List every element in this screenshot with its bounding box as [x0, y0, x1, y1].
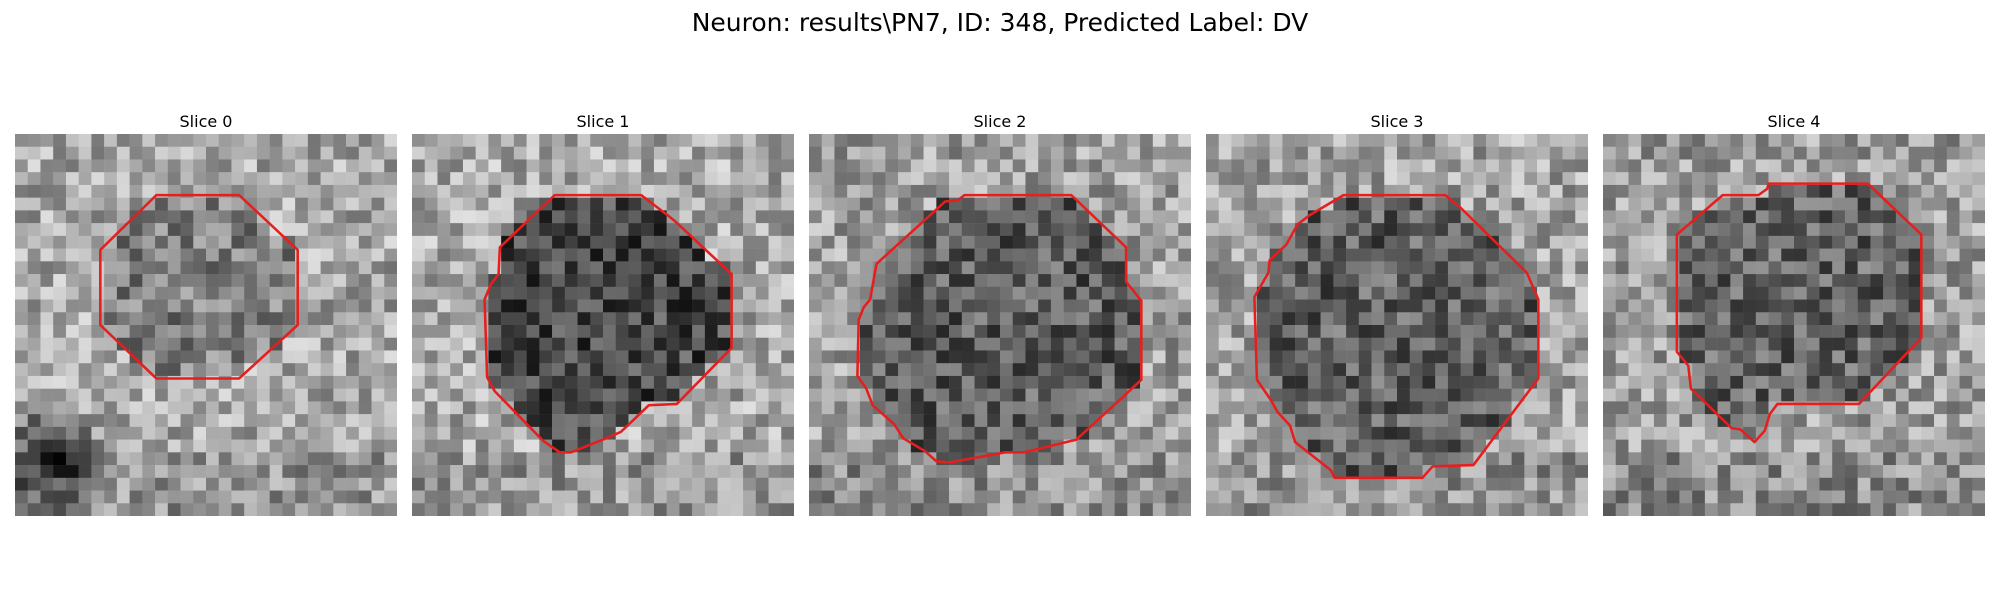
- slice-0-image: [15, 134, 397, 516]
- slice-1-pixel-grid: [412, 134, 794, 516]
- slice-2-neuron-outline: [856, 193, 1143, 464]
- slice-2-pixel-grid: [809, 134, 1191, 516]
- slice-3-neuron-outline: [1253, 193, 1540, 480]
- slice-0-neuron-outline: [99, 193, 299, 380]
- slice-4-neuron-outline: [1675, 182, 1923, 444]
- slice-panel-2: Slice 2: [809, 112, 1191, 516]
- slice-panel-0: Slice 0: [15, 112, 397, 516]
- slice-2-title: Slice 2: [973, 112, 1027, 131]
- figure-title: Neuron: results\PN7, ID: 348, Predicted …: [691, 8, 1309, 37]
- slice-3-image: [1206, 134, 1588, 516]
- slice-4-image: [1603, 134, 1985, 516]
- slice-panel-3: Slice 3: [1206, 112, 1588, 516]
- slice-3-title: Slice 3: [1370, 112, 1424, 131]
- slice-0-title: Slice 0: [179, 112, 233, 131]
- slice-1-title: Slice 1: [576, 112, 630, 131]
- slice-panel-1: Slice 1: [412, 112, 794, 516]
- slice-3-pixel-grid: [1206, 134, 1588, 516]
- slice-1-image: [412, 134, 794, 516]
- slice-4-pixel-grid: [1603, 134, 1985, 516]
- slice-4-title: Slice 4: [1767, 112, 1821, 131]
- slice-2-image: [809, 134, 1191, 516]
- slice-panel-4: Slice 4: [1603, 112, 1985, 516]
- slice-1-neuron-outline: [483, 193, 733, 454]
- slice-0-pixel-grid: [15, 134, 397, 516]
